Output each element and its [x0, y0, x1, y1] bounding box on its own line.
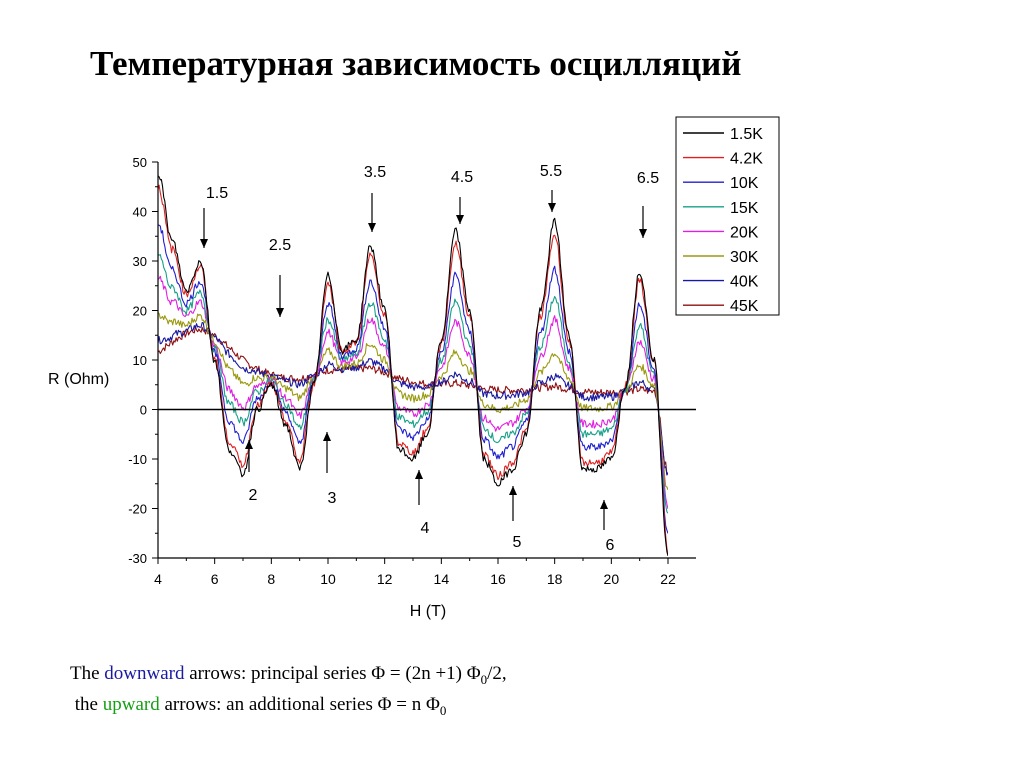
caption-upward-keyword: upward [102, 694, 160, 715]
x-tick-label: 8 [267, 571, 275, 587]
down-arrow-label: 5.5 [540, 163, 562, 180]
y-tick-label: -30 [128, 551, 147, 566]
legend-label-20K: 20K [730, 224, 759, 241]
down-arrow-label: 2.5 [269, 237, 291, 254]
down-arrow-head [200, 239, 208, 248]
x-tick-label: 10 [320, 571, 336, 587]
legend-label-4.2K: 4.2K [730, 151, 763, 168]
down-arrow-label: 4.5 [451, 169, 473, 186]
up-arrow-head [323, 432, 331, 441]
legend-box [675, 116, 780, 316]
down-arrow-head [456, 215, 464, 224]
up-arrow-head [415, 470, 423, 479]
down-arrow-head [548, 203, 556, 212]
up-arrow-head [600, 500, 608, 509]
axes-layer: -30 -20 -10 0 10 20 30 40 50 4 6 8 10 12 14 16 18 20 22 H (… [48, 155, 696, 620]
up-arrow-head [245, 440, 253, 449]
caption-downward-keyword: downward [104, 663, 185, 684]
series-line-40K [158, 321, 668, 476]
y-axis-label: R (Ohm) [48, 371, 109, 388]
legend-label-40K: 40K [730, 274, 759, 291]
curves-layer [158, 175, 668, 557]
down-arrow-head [368, 223, 376, 232]
x-tick-label: 4 [154, 571, 162, 587]
legend-label-45K: 45K [730, 298, 759, 315]
x-tick-label: 16 [490, 571, 506, 587]
arrows-layer: 1.5 2.5 3.5 4.5 5.5 6.5 2 3 4 5 6 [200, 163, 659, 554]
series-line-1.5K [158, 175, 668, 557]
up-arrow-label: 5 [513, 534, 522, 551]
caption-line1-pre: The [70, 663, 105, 684]
down-arrow-label: 3.5 [364, 164, 386, 181]
series-line-4.2K [158, 184, 668, 555]
caption-line2-sub: 0 [439, 702, 447, 718]
y-tick-label: 10 [133, 353, 147, 368]
y-tick-label: -20 [128, 502, 147, 517]
down-arrow-head [276, 308, 284, 317]
y-tick-label: 40 [133, 205, 147, 220]
up-arrow-label: 2 [249, 487, 258, 504]
x-tick-label: 22 [660, 571, 676, 587]
y-tick-label: 20 [133, 304, 147, 319]
series-line-30K [158, 312, 668, 491]
legend-label-10K: 10K [730, 175, 759, 192]
caption-line1-mid: arrows: principal series Φ = (2n +1) Φ [184, 663, 481, 684]
down-arrow-head [639, 229, 647, 238]
y-tick-label: 50 [133, 155, 147, 170]
y-tick-label: 0 [140, 403, 147, 418]
caption-line1-sub: 0 [480, 671, 488, 687]
up-arrow-label: 6 [606, 537, 615, 554]
series-line-20K [158, 275, 668, 510]
caption-line2-pre: the [70, 694, 103, 715]
y-tick-label: -10 [128, 452, 147, 467]
y-tick-label: 30 [133, 254, 147, 269]
caption-line-1: The downward arrows: principal series Φ … [70, 663, 507, 688]
up-arrow-label: 3 [328, 490, 337, 507]
x-tick-label: 14 [434, 571, 450, 587]
caption-line-2: the upward arrows: an additional series … [70, 694, 447, 719]
legend-label-30K: 30K [730, 249, 759, 266]
up-arrow-label: 4 [421, 520, 430, 537]
x-tick-label: 20 [604, 571, 620, 587]
series-line-10K [158, 224, 668, 534]
legend-label-15K: 15K [730, 200, 759, 217]
down-arrow-label: 1.5 [206, 185, 228, 202]
up-arrow-head [509, 486, 517, 495]
x-tick-label: 12 [377, 571, 393, 587]
legend-label-1.5K: 1.5K [730, 126, 763, 143]
series-line-15K [158, 253, 668, 514]
x-tick-label: 6 [211, 571, 219, 587]
down-arrow-label: 6.5 [637, 170, 659, 187]
x-tick-label: 18 [547, 571, 563, 587]
caption-line2-mid: arrows: an additional series Φ = n Φ [159, 694, 440, 715]
caption-line1-post: /2, [487, 663, 507, 684]
x-axis-label: H (T) [410, 603, 446, 620]
series-line-45K [158, 325, 668, 475]
legend: 1.5K 4.2K 10K 15K 20K 30K 40K 45K [675, 116, 780, 316]
slide-title: Температурная зависимость осцилляций [90, 44, 742, 83]
